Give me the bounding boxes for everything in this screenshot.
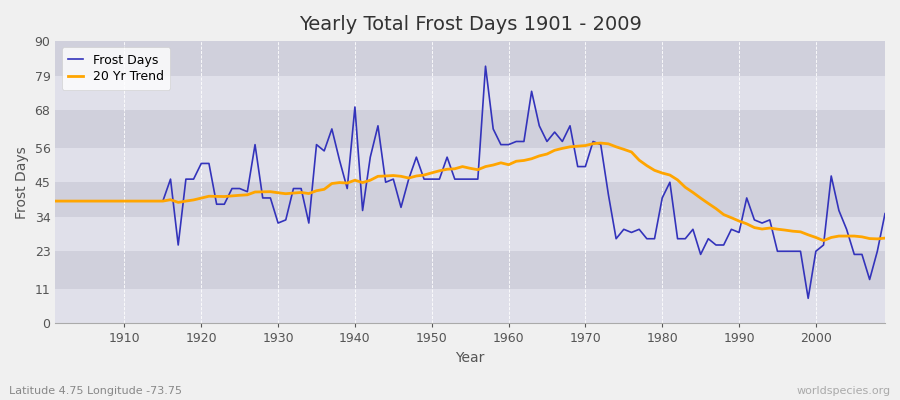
20 Yr Trend — [603, 142, 614, 146]
Frost Days — [281, 218, 292, 222]
20 Yr Trend — [281, 191, 292, 196]
Title: Yearly Total Frost Days 1901 - 2009: Yearly Total Frost Days 1901 - 2009 — [299, 15, 642, 34]
Frost Days — [480, 64, 491, 69]
Bar — [55, 148, 885, 182]
20 Yr Trend — [879, 236, 890, 240]
Y-axis label: Frost Days: Frost Days — [15, 146, 29, 219]
Frost Days — [50, 199, 60, 204]
20 Yr Trend — [50, 199, 60, 204]
Bar — [55, 217, 885, 251]
Bar — [55, 76, 885, 110]
Line: 20 Yr Trend: 20 Yr Trend — [55, 143, 885, 241]
Frost Days — [803, 296, 814, 301]
Frost Days — [503, 142, 514, 147]
Frost Days — [511, 139, 522, 144]
Bar — [55, 251, 885, 289]
Bar — [55, 289, 885, 324]
Legend: Frost Days, 20 Yr Trend: Frost Days, 20 Yr Trend — [61, 47, 170, 90]
20 Yr Trend — [112, 199, 122, 204]
Frost Days — [879, 211, 890, 216]
Bar — [55, 182, 885, 217]
Bar — [55, 41, 885, 76]
20 Yr Trend — [818, 238, 829, 243]
Frost Days — [112, 199, 122, 204]
20 Yr Trend — [327, 181, 338, 186]
Bar — [55, 110, 885, 148]
Text: Latitude 4.75 Longitude -73.75: Latitude 4.75 Longitude -73.75 — [9, 386, 182, 396]
20 Yr Trend — [503, 162, 514, 167]
Frost Days — [327, 126, 338, 131]
20 Yr Trend — [595, 141, 606, 146]
Text: worldspecies.org: worldspecies.org — [796, 386, 891, 396]
Line: Frost Days: Frost Days — [55, 66, 885, 298]
Frost Days — [603, 192, 614, 197]
20 Yr Trend — [496, 160, 507, 165]
X-axis label: Year: Year — [455, 351, 485, 365]
